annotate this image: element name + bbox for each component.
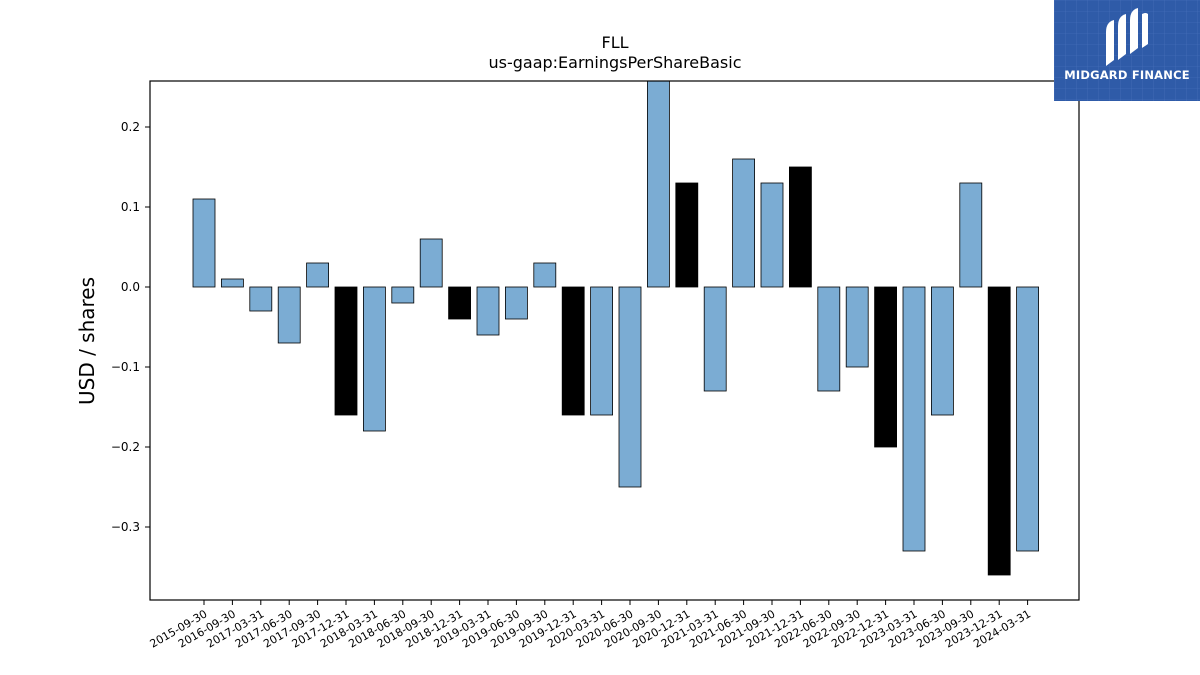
bar-2022-09-30 xyxy=(845,286,869,368)
bar-2022-12-31 xyxy=(874,286,897,448)
bar-2018-06-30 xyxy=(391,286,415,304)
bar-2018-12-31 xyxy=(448,286,472,320)
bar-2015-09-30 xyxy=(192,198,216,288)
bar-2022-06-30 xyxy=(817,286,841,392)
y-tick-label: 0.2 xyxy=(121,120,140,134)
bar-2018-09-30 xyxy=(419,238,443,288)
bar-2019-03-31 xyxy=(476,286,500,336)
bar-2021-03-31 xyxy=(703,286,727,392)
y-tick-label: 0.1 xyxy=(121,200,140,214)
bar-2020-09-30 xyxy=(647,80,670,288)
chart-title: FLL xyxy=(601,33,628,52)
bar-2018-03-31 xyxy=(362,286,386,432)
bar-2021-09-30 xyxy=(760,182,784,288)
bar-2017-09-30 xyxy=(306,262,330,288)
y-axis-ticks: 0.2 0.1 0.0 −0.1 −0.2 −0.3 xyxy=(111,120,150,534)
brand-logo: MIDGARD FINANCE xyxy=(1054,0,1200,101)
bar-2019-12-31 xyxy=(561,286,585,416)
bar-2017-12-31 xyxy=(334,286,358,416)
bar-2017-06-30 xyxy=(277,286,301,344)
chart-subtitle: us-gaap:EarningsPerShareBasic xyxy=(488,53,741,72)
bar-2020-06-30 xyxy=(618,286,642,488)
y-tick-label: −0.3 xyxy=(111,520,140,534)
y-tick-label: −0.1 xyxy=(111,360,140,374)
bar-2020-03-31 xyxy=(590,286,613,416)
bar-2019-09-30 xyxy=(533,262,557,288)
bar-2021-06-30 xyxy=(732,158,755,288)
logo-grid-pattern xyxy=(1054,0,1200,101)
y-tick-label: −0.2 xyxy=(111,440,140,454)
bars-group xyxy=(192,80,1039,576)
bar-2023-09-30 xyxy=(959,182,983,288)
bar-2021-12-31 xyxy=(789,166,812,288)
logo-mark-icon xyxy=(1106,8,1148,66)
bar-2019-06-30 xyxy=(504,286,528,320)
bar-2017-03-31 xyxy=(249,286,273,312)
x-axis-ticks: 2015-09-302016-09-302017-03-312017-06-30… xyxy=(148,600,1033,651)
bar-2023-06-30 xyxy=(931,286,954,416)
bar-2024-03-31 xyxy=(1016,286,1039,552)
bar-2016-09-30 xyxy=(220,278,244,288)
plot-frame xyxy=(149,80,1080,601)
bar-2023-12-31 xyxy=(987,286,1011,576)
logo-text: MIDGARD FINANCE xyxy=(1064,68,1190,82)
bar-2023-03-31 xyxy=(902,286,926,552)
y-axis-label: USD / shares xyxy=(75,277,99,405)
bar-2020-12-31 xyxy=(675,182,699,288)
y-tick-label: 0.0 xyxy=(121,280,140,294)
